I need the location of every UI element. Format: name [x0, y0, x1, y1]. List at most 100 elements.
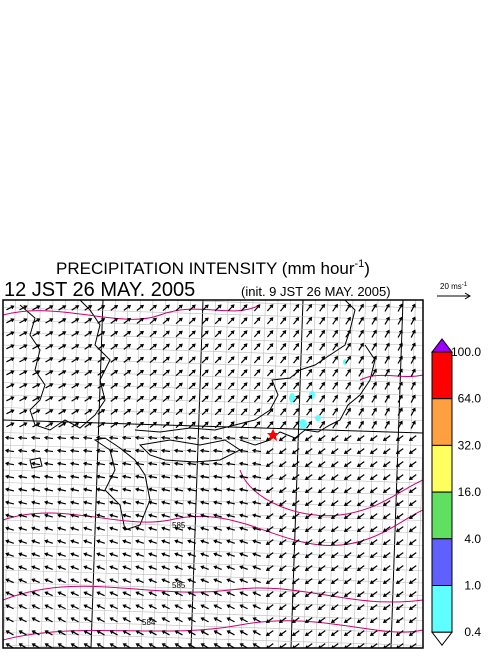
wind-arrow — [109, 513, 119, 518]
wind-arrow — [70, 552, 79, 557]
meridian — [303, 300, 316, 648]
wind-arrow — [330, 474, 339, 481]
wind-arrow — [110, 409, 119, 415]
wind-arrow — [148, 604, 157, 610]
wind-arrow — [291, 565, 300, 572]
wind-arrow — [70, 604, 79, 610]
wind-arrow — [135, 500, 145, 505]
wind-arrow — [253, 356, 261, 364]
wind-arrow — [31, 487, 41, 492]
wind-arrow — [291, 617, 300, 624]
wind-arrow — [82, 461, 93, 466]
wind-arrow — [162, 408, 170, 416]
wind-arrow — [369, 591, 378, 598]
wind-arrow — [317, 500, 326, 507]
wind-arrow — [356, 487, 365, 494]
wind-arrow — [6, 422, 15, 428]
wind-arrow — [227, 317, 235, 325]
wind-arrow — [84, 422, 93, 428]
colorbar-label: 0.4 — [464, 625, 481, 639]
wind-arrow — [123, 369, 132, 376]
wind-arrow — [83, 630, 92, 636]
colorbar-label: 16.0 — [458, 485, 482, 499]
wind-arrow — [43, 448, 54, 453]
wind-arrow — [19, 305, 28, 311]
wind-arrow — [44, 617, 53, 623]
wind-arrow — [56, 461, 67, 466]
wind-arrow — [253, 317, 261, 325]
wind-arrow — [174, 539, 183, 544]
wind-arrow — [278, 604, 287, 611]
wind-arrow — [161, 513, 171, 518]
wind-arrow — [70, 500, 80, 505]
wind-arrow — [148, 487, 158, 492]
parallel — [3, 544, 423, 559]
wind-arrow — [19, 396, 28, 402]
wind-arrow — [265, 539, 274, 546]
wind-arrow — [200, 565, 209, 571]
wind-arrow — [356, 474, 365, 481]
wind-arrow — [161, 630, 170, 636]
wind-arrow — [149, 330, 157, 337]
wind-arrow — [356, 526, 365, 533]
wind-arrow — [371, 303, 377, 312]
wind-arrow — [317, 591, 326, 598]
wind-arrow — [343, 630, 352, 637]
wind-arrow — [395, 500, 404, 507]
wind-arrow — [252, 526, 262, 531]
wind-arrow — [382, 461, 391, 468]
wind-arrow — [319, 303, 325, 312]
wind-arrow — [18, 500, 28, 505]
wind-arrow — [6, 357, 15, 363]
wind-arrow — [382, 539, 391, 546]
parallel — [3, 644, 110, 648]
wind-arrow — [345, 329, 351, 338]
wind-arrow — [148, 617, 157, 623]
wind-arrow — [317, 487, 326, 494]
wind-arrow — [304, 513, 313, 520]
wind-arrow — [110, 305, 119, 311]
wind-arrow — [214, 356, 222, 364]
wind-arrow — [45, 383, 54, 389]
wind-arrow — [122, 630, 131, 636]
wind-arrow — [382, 526, 391, 533]
wind-arrow — [96, 578, 105, 584]
wind-arrow — [186, 435, 197, 440]
wind-arrow — [239, 487, 249, 492]
wind-arrow — [187, 617, 196, 623]
wind-arrow — [291, 461, 300, 468]
wind-arrow — [238, 448, 249, 453]
contour-label: 585 — [172, 521, 186, 530]
wind-arrow — [186, 448, 197, 453]
parallel — [3, 582, 423, 596]
wind-arrow — [240, 408, 248, 416]
wind-arrow — [56, 474, 67, 479]
wind-arrow — [18, 617, 27, 623]
wind-arrow — [135, 513, 145, 518]
contour-label: 585 — [172, 581, 186, 590]
wind-arrow — [161, 487, 171, 492]
wind-arrow — [201, 382, 209, 390]
wind-arrow — [266, 356, 274, 364]
wind-arrow — [31, 630, 40, 636]
wind-arrow — [135, 630, 144, 636]
wind-arrow — [226, 539, 235, 544]
wind-arrow — [408, 435, 417, 442]
wind-arrow — [319, 394, 325, 403]
wind-arrow — [225, 448, 236, 453]
wind-arrow — [332, 355, 338, 364]
wind-arrow — [343, 435, 352, 442]
wind-arrow — [109, 539, 118, 544]
wind-arrow — [83, 487, 93, 492]
wind-arrow — [240, 356, 248, 364]
wind-arrow — [330, 591, 339, 598]
wind-arrow — [108, 461, 119, 466]
wind-arrow — [239, 526, 249, 531]
wind-arrow — [280, 421, 287, 429]
wind-arrow — [319, 316, 325, 325]
wind-arrow — [71, 305, 80, 311]
wind-arrow — [306, 316, 313, 325]
wind-arrow — [240, 317, 248, 325]
wind-arrow — [317, 539, 326, 546]
wind-arrow — [238, 474, 249, 479]
